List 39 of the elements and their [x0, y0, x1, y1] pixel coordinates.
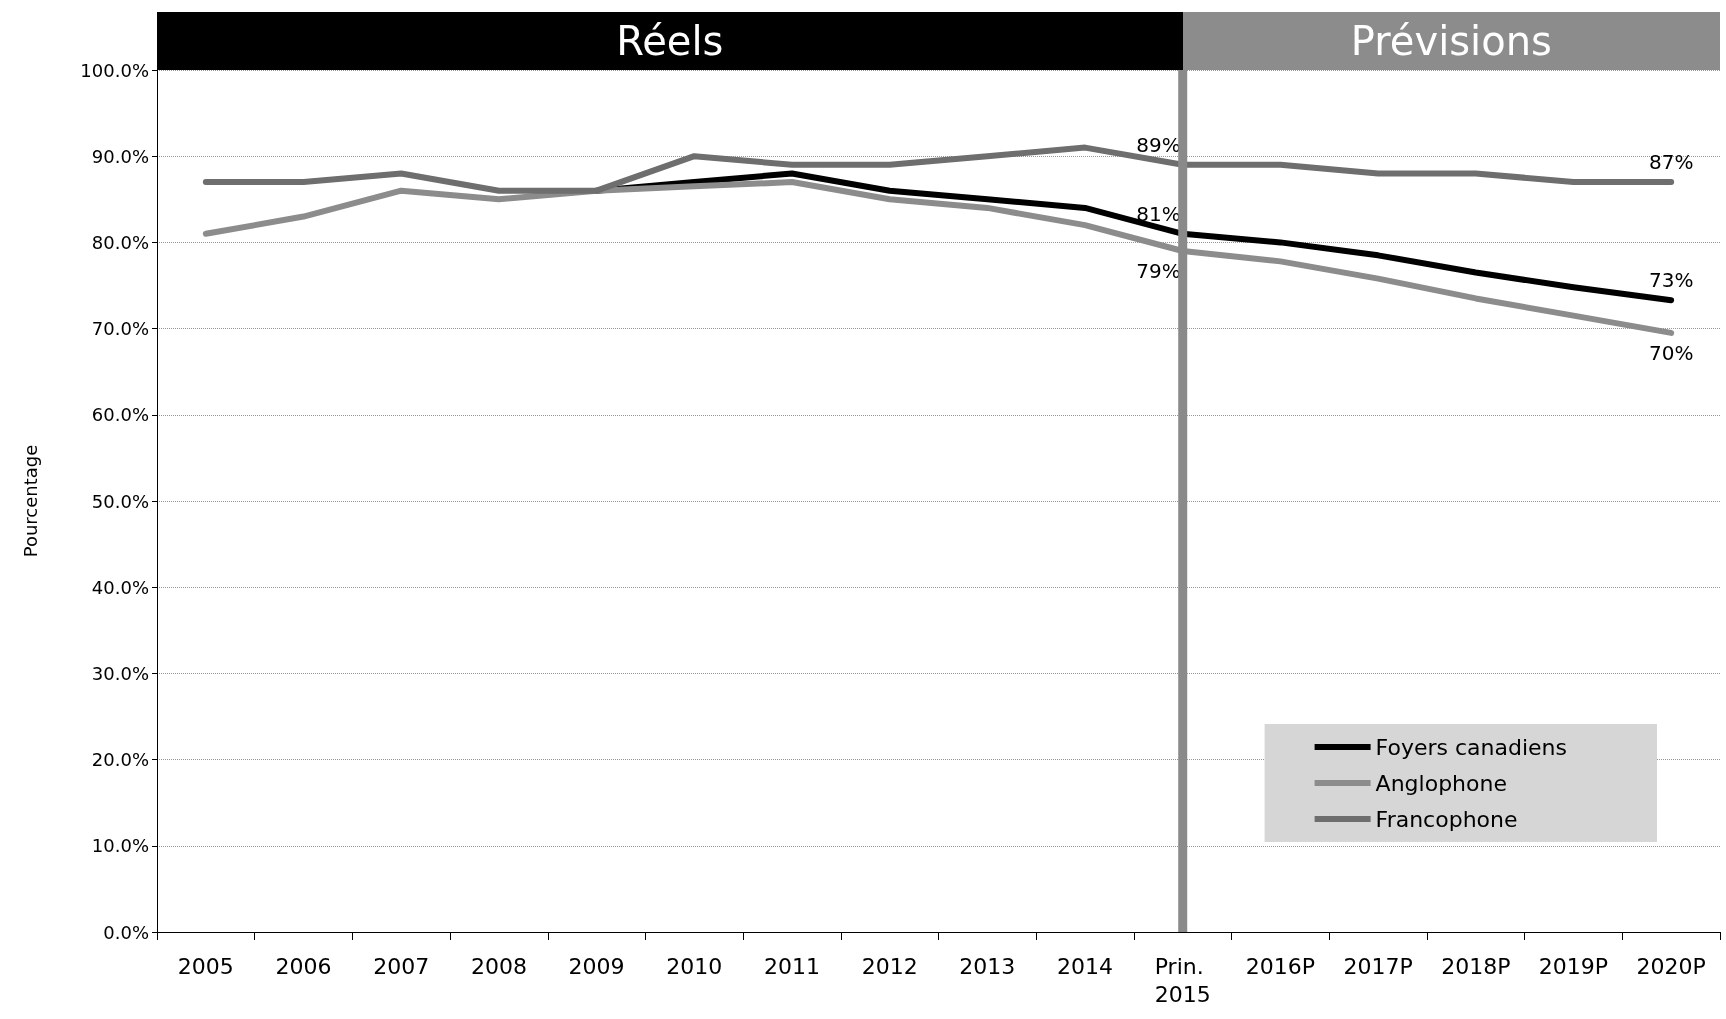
text: Réels — [157, 12, 1183, 70]
y-tick-label: 20.0% — [91, 749, 149, 771]
x-tick-label: 2018P — [1441, 953, 1511, 979]
x-tick-label: 2013 — [959, 953, 1016, 979]
x-tick-label: 2007 — [373, 953, 430, 979]
data-label: 70% — [1648, 340, 1694, 365]
y-axis-title: Pourcentage — [19, 444, 41, 558]
legend-label: Foyers canadiens — [1375, 734, 1567, 760]
x-tick-label: Prin. 2015 — [1154, 953, 1211, 1007]
data-label: 73% — [1648, 268, 1694, 293]
x-tick-label: 2012 — [861, 953, 918, 979]
y-tick-label: 80.0% — [91, 231, 149, 253]
y-tick-label: 40.0% — [91, 576, 149, 598]
text: Prévisions — [1182, 12, 1720, 70]
x-tick-label: 2010 — [666, 953, 723, 979]
x-tick-label: 2008 — [470, 953, 527, 979]
y-tick-label: 60.0% — [91, 404, 149, 426]
data-label: 87% — [1648, 150, 1694, 175]
x-tick-label: 2014 — [1057, 953, 1114, 979]
legend-label: Anglophone — [1375, 770, 1507, 796]
y-tick-label: 100.0% — [80, 59, 149, 81]
x-tick-label: 2005 — [177, 953, 234, 979]
y-tick-label: 0.0% — [103, 921, 149, 943]
x-tick-label: 2009 — [568, 953, 625, 979]
y-tick-label: 30.0% — [91, 662, 149, 684]
x-tick-label: 2020P — [1636, 953, 1706, 979]
y-tick-label: 10.0% — [91, 835, 149, 857]
data-label: 79% — [1136, 259, 1181, 284]
x-tick-label: 2019P — [1538, 953, 1609, 979]
x-tick-label: 2016P — [1245, 953, 1316, 979]
x-tick-label: 2006 — [275, 953, 332, 979]
y-tick-label: 70.0% — [91, 318, 149, 340]
x-tick-label: 2017P — [1343, 953, 1413, 979]
data-label: 89% — [1136, 132, 1181, 157]
y-tick-label: 90.0% — [91, 145, 149, 167]
data-label: 81% — [1136, 201, 1181, 226]
x-tick-label: 2011 — [763, 953, 820, 979]
y-tick-label: 50.0% — [91, 490, 149, 512]
legend-label: Francophone — [1375, 806, 1518, 832]
